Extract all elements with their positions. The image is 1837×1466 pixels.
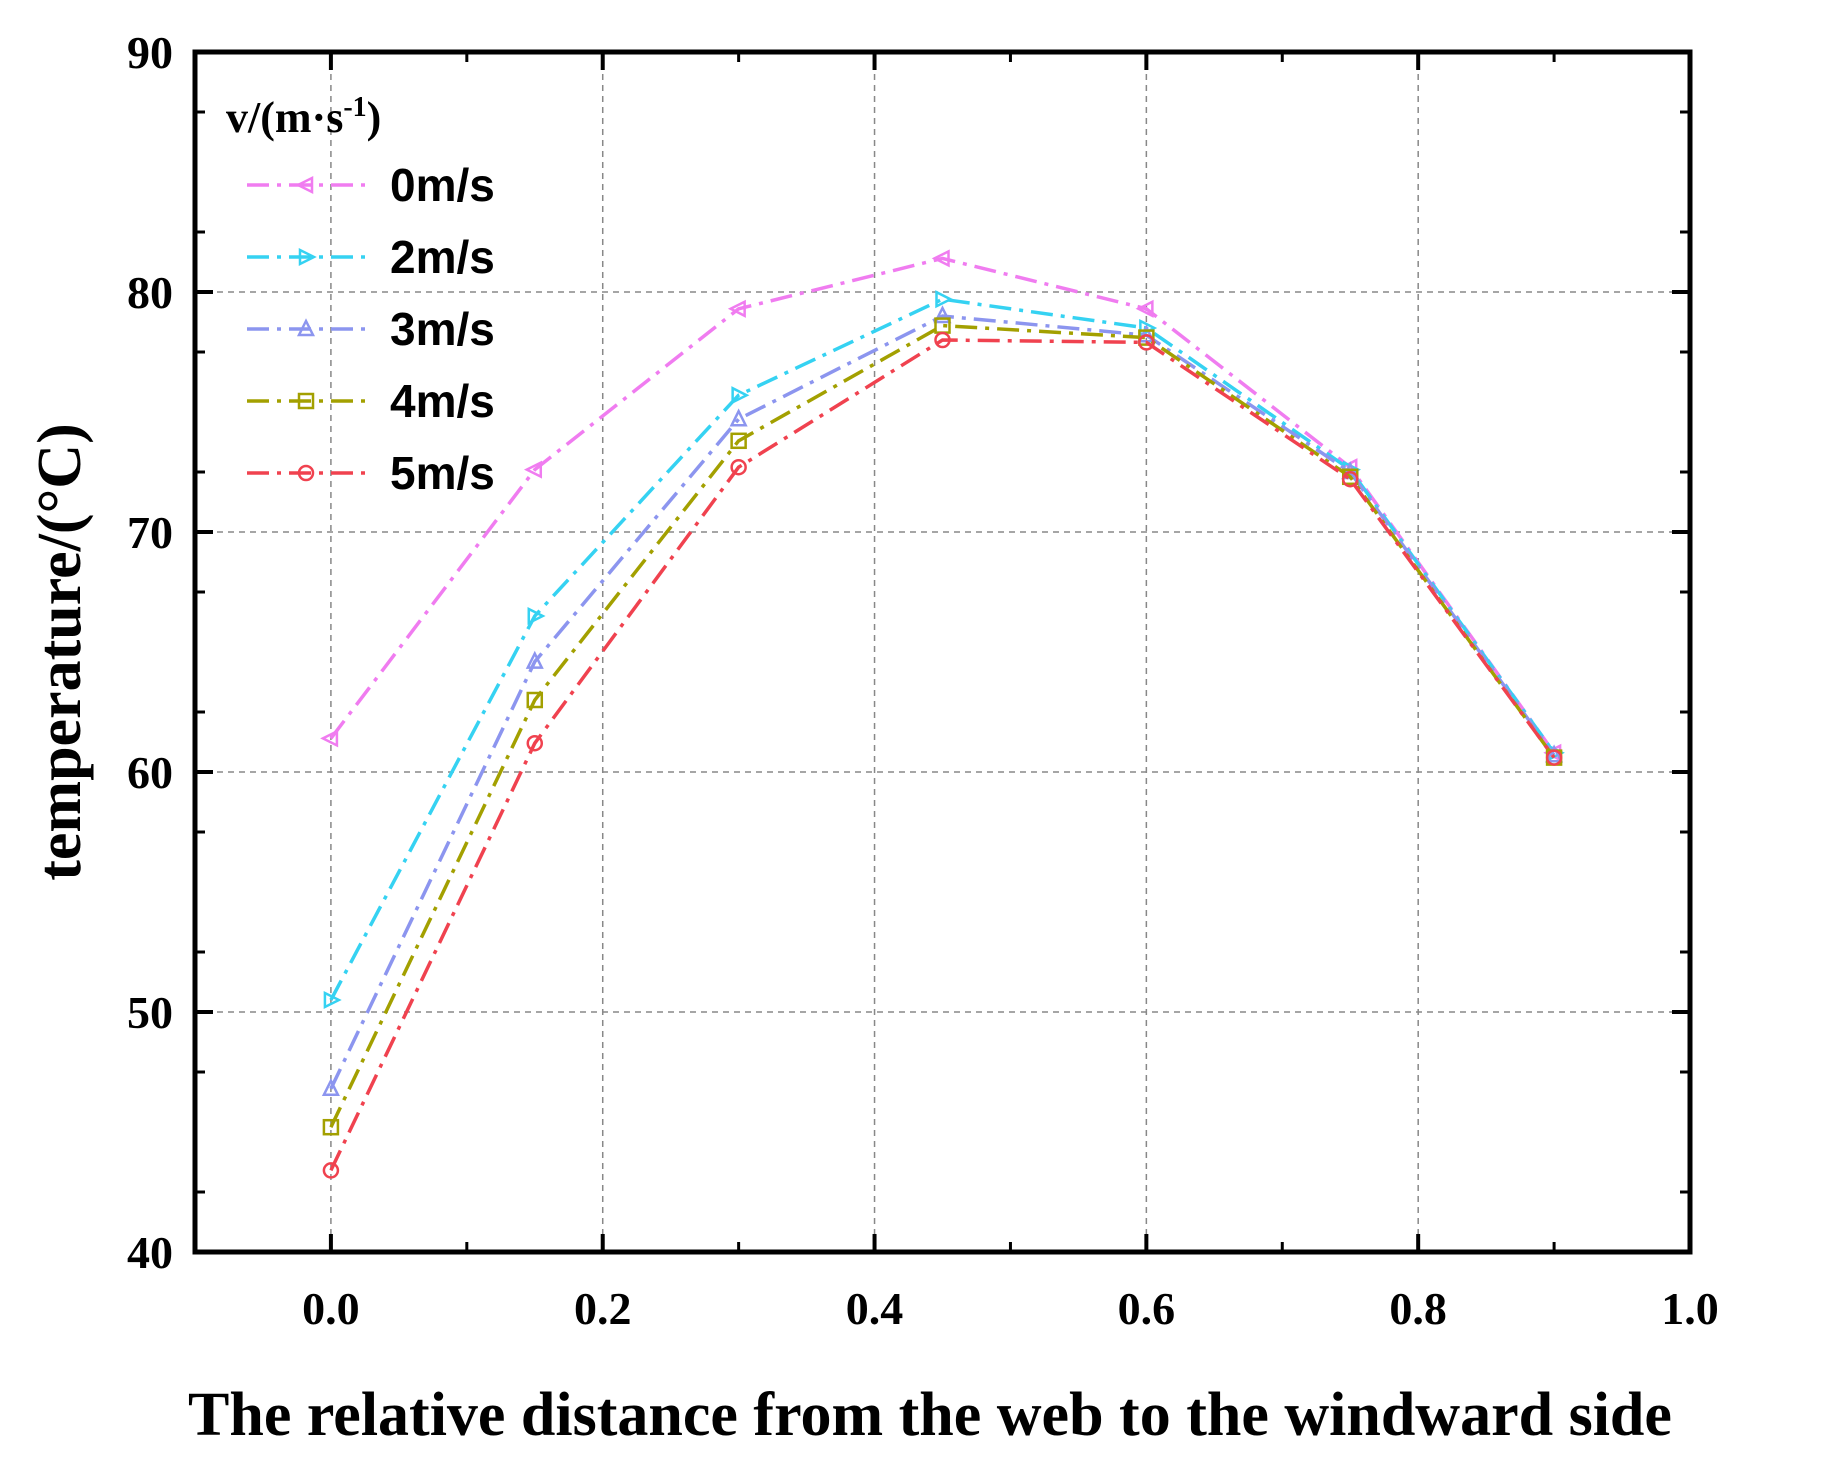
data-point — [322, 1118, 340, 1136]
legend: v/(m·s-1) 0m/s 2m/s 3m/s 4m/s 5m/s — [226, 92, 495, 499]
series-2m/s — [323, 290, 1565, 1010]
y-tick-label: 90 — [127, 27, 173, 78]
legend-label: 2m/s — [390, 231, 495, 283]
data-point — [731, 386, 750, 405]
data-point — [525, 650, 544, 669]
legend-label: 4m/s — [390, 375, 495, 427]
x-tick-label: 0.0 — [302, 1283, 360, 1334]
legend-item: 5m/s — [247, 447, 495, 499]
data-point — [321, 1078, 340, 1097]
data-point — [730, 432, 747, 450]
series-3m/s — [321, 305, 1564, 1097]
y-tick-label: 60 — [127, 747, 173, 798]
series-line — [329, 256, 1556, 754]
legend-marker — [295, 175, 314, 195]
x-tick-label: 0.8 — [1389, 1283, 1447, 1334]
data-point — [934, 331, 951, 349]
x-tick-label: 0.2 — [574, 1283, 632, 1334]
data-point — [935, 290, 954, 309]
data-point — [1545, 744, 1564, 763]
series-layer — [320, 249, 1565, 1179]
series-line — [329, 314, 1556, 1090]
data-point — [1545, 749, 1563, 766]
data-point — [1341, 470, 1359, 488]
x-tick-label: 0.4 — [846, 1283, 904, 1334]
legend-item: 4m/s — [247, 375, 495, 427]
grid — [195, 52, 1690, 1252]
legend-label: 0m/s — [390, 159, 495, 211]
data-point — [931, 249, 950, 268]
legend-title: v/(m·s-1) — [226, 92, 381, 142]
data-point — [1138, 329, 1155, 346]
data-point — [323, 990, 342, 1010]
series-line — [329, 338, 1556, 1172]
data-point — [322, 1162, 340, 1179]
data-point — [526, 691, 544, 709]
data-point — [730, 458, 747, 476]
data-point — [1135, 299, 1154, 318]
legend-item: 2m/s — [247, 231, 495, 283]
data-point — [1138, 334, 1155, 351]
tick-labels: 0.0 0.2 0.4 0.6 0.8 1.0 40 50 60 70 80 90 — [127, 27, 1719, 1334]
series-5m/s — [322, 331, 1563, 1179]
plot-frame — [192, 49, 1693, 1255]
legend-marker — [297, 392, 315, 410]
legend-marker — [297, 464, 315, 482]
x-axis-title: The relative distance from the web to th… — [188, 1381, 1672, 1449]
legend-label: 3m/s — [390, 303, 495, 355]
x-tick-label: 0.6 — [1118, 1283, 1176, 1334]
legend-item: 0m/s — [247, 159, 495, 211]
y-tick-label: 80 — [127, 267, 173, 318]
y-tick-label: 50 — [127, 987, 173, 1038]
series-line — [329, 323, 1556, 1128]
legend-label: 5m/s — [390, 447, 495, 499]
legend-item: 3m/s — [247, 303, 495, 355]
y-tick-label: 40 — [127, 1227, 173, 1278]
data-point — [320, 729, 339, 748]
data-point — [523, 460, 543, 479]
data-point — [933, 305, 952, 324]
data-point — [934, 317, 951, 334]
x-tick-label: 1.0 — [1661, 1283, 1719, 1334]
ticks — [195, 50, 1692, 1254]
legend-marker — [296, 318, 316, 337]
legend-marker — [298, 247, 317, 267]
y-tick-label: 70 — [127, 507, 173, 558]
data-point — [729, 408, 748, 427]
data-point — [727, 299, 746, 318]
y-axis-title: temperature/(°C) — [26, 423, 94, 880]
data-point — [526, 734, 544, 752]
series-line — [329, 297, 1556, 1001]
data-point — [527, 606, 546, 626]
